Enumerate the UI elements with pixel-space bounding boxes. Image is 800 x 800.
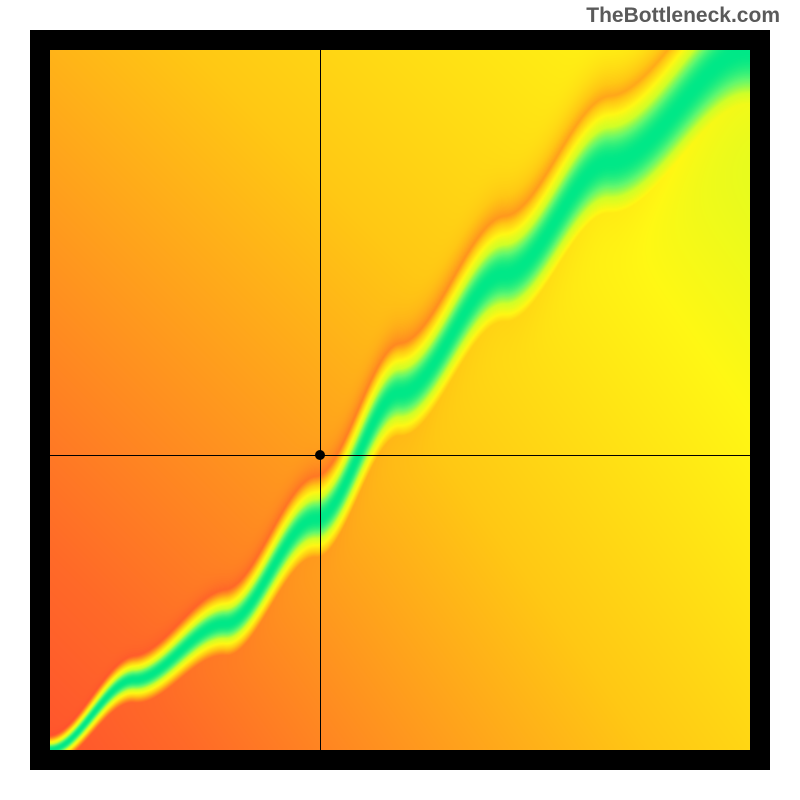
chart-container: TheBottleneck.com: [0, 0, 800, 800]
crosshair-vertical: [320, 50, 321, 750]
chart-frame: [30, 30, 770, 770]
heatmap-canvas: [50, 50, 750, 750]
data-point-marker: [315, 450, 325, 460]
watermark-text: TheBottleneck.com: [586, 4, 780, 28]
crosshair-horizontal: [50, 455, 750, 456]
